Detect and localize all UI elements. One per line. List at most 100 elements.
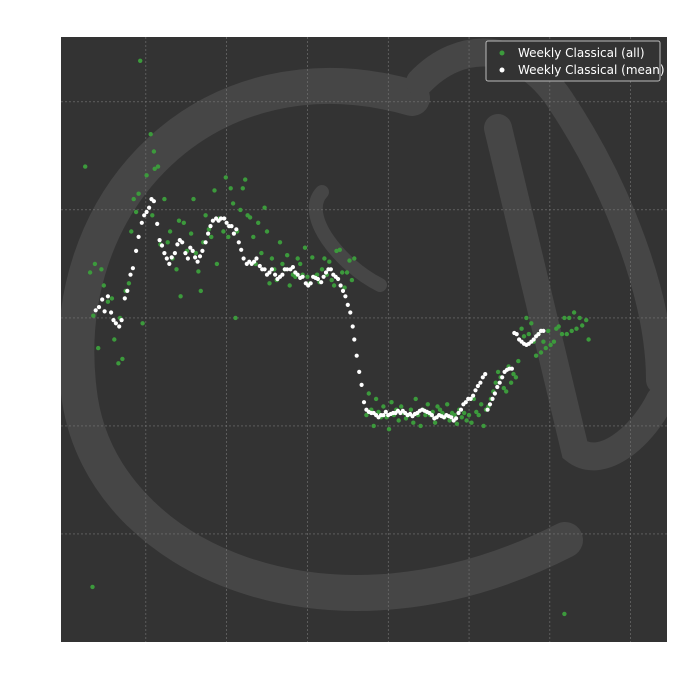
point-all-131 <box>440 410 445 416</box>
point-all-44 <box>212 188 217 193</box>
point-all-62 <box>259 250 264 256</box>
point-all-161 <box>513 375 519 380</box>
point-mean-102 <box>357 369 362 374</box>
point-all-0 <box>83 164 88 169</box>
point-mean-21 <box>151 199 156 204</box>
point-mean-68 <box>273 272 278 277</box>
point-all-8 <box>109 296 115 301</box>
point-all-87 <box>322 256 327 261</box>
point-mean-41 <box>203 240 208 245</box>
point-mean-61 <box>254 256 259 261</box>
point-all-147 <box>479 402 484 407</box>
point-all-33 <box>181 220 186 225</box>
legend-box <box>485 40 661 82</box>
point-all-20 <box>144 173 149 178</box>
point-mean-67 <box>269 267 274 272</box>
point-mean-15 <box>136 234 141 239</box>
point-all-193 <box>562 611 567 617</box>
point-all-184 <box>571 310 577 315</box>
point-all-175 <box>548 342 553 348</box>
point-all-84 <box>314 272 320 277</box>
point-all-185 <box>574 326 579 331</box>
point-mean-150 <box>473 388 478 393</box>
point-all-133 <box>445 402 450 407</box>
point-mean-13 <box>130 266 135 271</box>
point-mean-34 <box>185 256 190 261</box>
point-all-163 <box>519 326 524 331</box>
point-all-113 <box>396 418 401 423</box>
point-all-154 <box>495 369 501 375</box>
point-mean-35 <box>188 245 193 250</box>
point-all-180 <box>562 315 567 321</box>
point-all-160 <box>511 371 516 377</box>
point-all-30 <box>174 267 179 272</box>
point-mean-29 <box>172 251 177 256</box>
point-all-142 <box>466 412 472 418</box>
point-mean-113 <box>383 409 388 414</box>
point-mean-54 <box>236 240 241 245</box>
point-mean-151 <box>475 383 480 389</box>
point-all-59 <box>251 234 256 240</box>
point-all-109 <box>386 427 392 432</box>
point-mean-47 <box>218 216 224 221</box>
series-mean <box>93 197 546 423</box>
point-all-128 <box>432 420 438 425</box>
point-all-92 <box>334 248 339 254</box>
point-all-70 <box>280 261 285 267</box>
point-mean-19 <box>147 205 152 210</box>
point-all-100 <box>364 412 369 418</box>
point-all-38 <box>196 269 201 274</box>
point-all-166 <box>526 331 531 337</box>
point-all-107 <box>381 404 386 409</box>
point-all-21 <box>148 132 153 137</box>
point-mean-8 <box>117 324 122 329</box>
point-mean-28 <box>169 255 174 260</box>
point-all-167 <box>529 321 534 326</box>
point-all-183 <box>569 328 574 334</box>
point-all-124 <box>423 412 428 418</box>
point-all-39 <box>198 288 203 294</box>
point-mean-94 <box>338 283 343 288</box>
point-mean-30 <box>175 242 180 247</box>
watermark-logo <box>61 38 667 611</box>
point-all-27 <box>165 240 170 245</box>
point-all-48 <box>223 175 228 180</box>
point-all-43 <box>209 234 214 240</box>
point-mean-155 <box>485 407 490 412</box>
point-all-14 <box>126 281 132 286</box>
point-mean-71 <box>280 272 285 277</box>
point-all-17 <box>133 209 139 215</box>
point-all-86 <box>319 267 325 272</box>
point-all-3 <box>96 345 101 351</box>
point-mean-158 <box>492 391 497 396</box>
point-all-94 <box>340 270 345 275</box>
point-all-18 <box>136 191 141 196</box>
point-all-37 <box>193 250 199 256</box>
point-all-24 <box>155 164 161 169</box>
point-mean-103 <box>359 382 364 387</box>
point-all-127 <box>430 409 435 415</box>
point-all-134 <box>447 418 452 423</box>
point-mean-174 <box>531 337 536 342</box>
point-all-178 <box>556 324 561 329</box>
point-all-139 <box>459 415 464 420</box>
point-mean-0 <box>93 308 98 313</box>
point-mean-79 <box>300 274 305 279</box>
point-all-76 <box>295 256 300 261</box>
point-mean-37 <box>193 255 198 260</box>
point-mean-140 <box>449 415 454 420</box>
point-all-156 <box>501 385 506 391</box>
point-all-174 <box>546 328 551 334</box>
point-all-10 <box>116 361 121 366</box>
data-points <box>83 58 591 617</box>
point-all-95 <box>342 285 347 290</box>
point-mean-156 <box>487 402 493 407</box>
point-all-186 <box>577 315 582 321</box>
point-mean-1 <box>96 305 102 310</box>
point-mean-82 <box>308 281 313 286</box>
point-all-96 <box>344 270 350 275</box>
point-all-77 <box>298 261 303 267</box>
point-all-120 <box>413 396 418 402</box>
point-all-105 <box>376 409 381 415</box>
point-mean-157 <box>490 396 495 401</box>
